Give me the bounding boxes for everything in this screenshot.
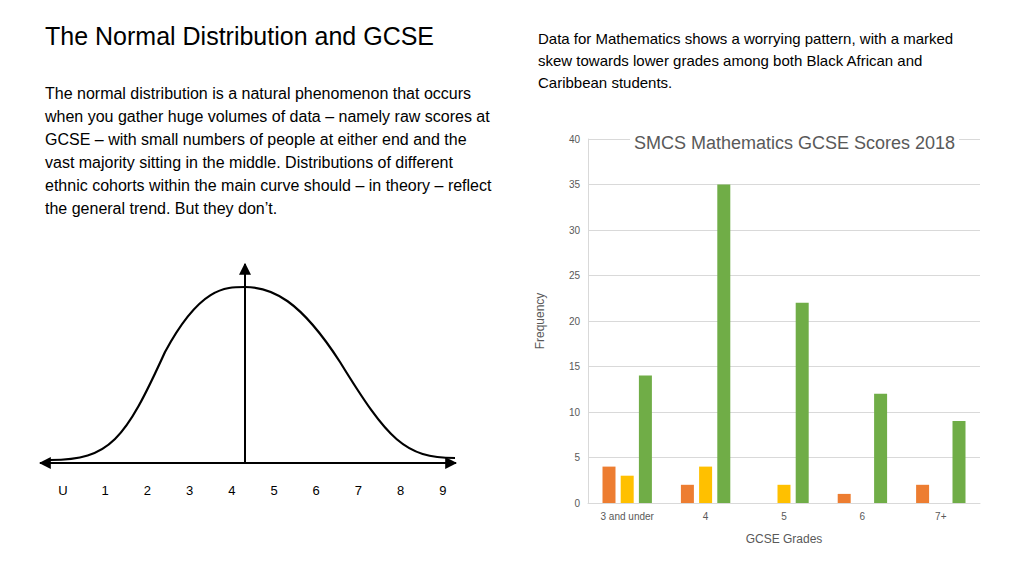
svg-text:5: 5 — [270, 483, 277, 498]
svg-text:6: 6 — [313, 483, 320, 498]
svg-text:4: 4 — [703, 511, 709, 522]
svg-text:40: 40 — [569, 134, 581, 145]
svg-text:GCSE Grades: GCSE Grades — [746, 532, 823, 546]
svg-text:7+: 7+ — [935, 511, 947, 522]
svg-text:35: 35 — [569, 179, 581, 190]
svg-text:10: 10 — [569, 407, 581, 418]
svg-text:Frequency: Frequency — [533, 293, 547, 350]
svg-text:30: 30 — [569, 225, 581, 236]
svg-text:5: 5 — [574, 452, 580, 463]
svg-text:15: 15 — [569, 361, 581, 372]
svg-text:20: 20 — [569, 316, 581, 327]
svg-text:4: 4 — [228, 483, 235, 498]
svg-text:9: 9 — [439, 483, 446, 498]
svg-text:3 and under: 3 and under — [601, 511, 655, 522]
svg-text:U: U — [58, 483, 67, 498]
svg-text:0: 0 — [574, 498, 580, 509]
svg-text:2: 2 — [144, 483, 151, 498]
html-text:Data for Mathematics shows a w: Data for Mathematics shows a worrying pa… — [538, 30, 954, 91]
svg-text:8: 8 — [397, 483, 404, 498]
svg-text:1: 1 — [102, 483, 109, 498]
html-text:The Normal Distribution and GC: The Normal Distribution and GCSE — [45, 22, 434, 50]
svg-text:25: 25 — [569, 270, 581, 281]
html-text:The normal distribution is a n: The normal distribution is a natural phe… — [45, 85, 492, 217]
svg-text:3: 3 — [186, 483, 193, 498]
svg-text:6: 6 — [860, 511, 866, 522]
svg-text:SMCS Mathematics GCSE Scores 2: SMCS Mathematics GCSE Scores 2018 — [634, 133, 955, 153]
svg-text:7: 7 — [355, 483, 362, 498]
svg-text:5: 5 — [781, 511, 787, 522]
